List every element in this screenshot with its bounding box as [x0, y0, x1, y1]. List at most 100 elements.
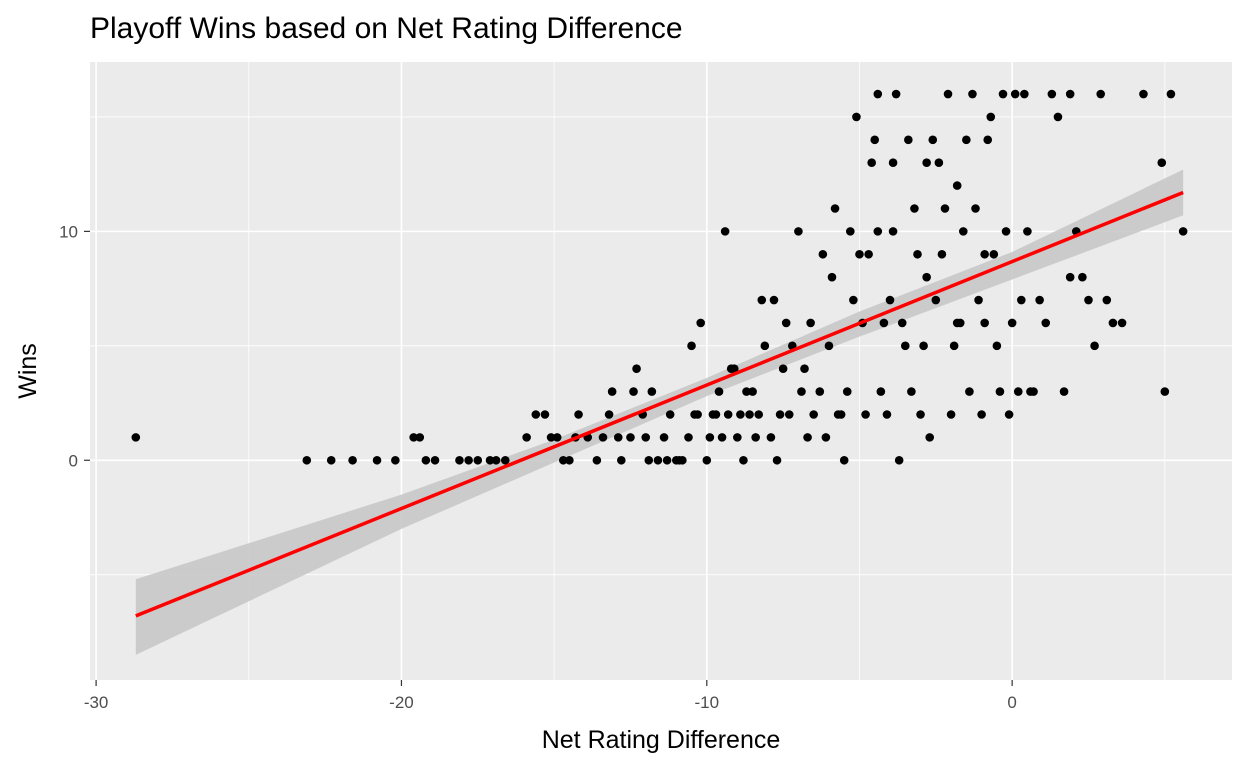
data-point — [821, 433, 831, 442]
data-point — [980, 249, 989, 259]
data-point — [641, 433, 651, 442]
regression-line — [135, 190, 1184, 618]
data-point — [613, 433, 623, 442]
data-point — [409, 433, 418, 442]
data-point — [1026, 387, 1035, 396]
data-point — [861, 410, 870, 419]
data-point — [1157, 158, 1167, 168]
data-point — [745, 410, 754, 419]
data-point — [876, 387, 886, 396]
data-point — [766, 433, 776, 442]
data-point — [962, 135, 971, 145]
data-point — [659, 433, 669, 442]
data-point — [965, 387, 974, 396]
data-point — [684, 433, 693, 442]
data-point — [558, 455, 568, 465]
data-point — [751, 433, 760, 442]
data-point — [907, 387, 916, 396]
data-point — [891, 89, 901, 99]
data-point — [665, 410, 675, 419]
data-point — [897, 318, 907, 328]
data-point — [757, 295, 767, 305]
data-point — [760, 341, 770, 351]
data-point — [430, 455, 440, 465]
data-point — [769, 295, 779, 305]
data-point — [846, 227, 855, 236]
data-point — [598, 433, 608, 442]
data-point — [849, 295, 858, 305]
x-tick-label: -10 — [695, 693, 720, 712]
data-point — [904, 135, 913, 145]
data-point — [894, 455, 904, 465]
data-point — [574, 410, 583, 419]
data-point — [391, 455, 400, 465]
x-tick-label: -30 — [84, 693, 109, 712]
data-point — [940, 204, 950, 213]
data-point — [1065, 272, 1075, 282]
data-point — [867, 158, 876, 168]
x-tick-label: 0 — [1007, 693, 1016, 712]
data-point — [348, 455, 357, 465]
data-point — [839, 455, 849, 465]
data-point — [794, 227, 803, 236]
data-point — [952, 318, 962, 328]
data-point — [1084, 295, 1093, 305]
data-point — [1078, 272, 1087, 282]
data-point — [943, 89, 953, 99]
data-point — [644, 455, 654, 465]
data-point — [1160, 387, 1170, 396]
data-point — [1013, 387, 1023, 396]
data-point — [784, 410, 794, 419]
data-point — [910, 204, 919, 213]
data-point — [913, 249, 922, 259]
data-point — [995, 387, 1005, 396]
data-point — [302, 455, 312, 465]
data-point — [736, 410, 745, 419]
data-point — [824, 341, 834, 351]
data-point — [778, 364, 788, 374]
data-point — [1166, 89, 1176, 99]
y-axis-title: Wins — [14, 343, 42, 399]
data-point — [1090, 341, 1099, 351]
data-point — [565, 455, 574, 465]
data-point — [873, 227, 883, 236]
data-point — [1139, 89, 1148, 99]
data-point — [629, 387, 638, 396]
data-point — [455, 455, 464, 465]
data-point — [1023, 227, 1032, 236]
data-point — [968, 89, 977, 99]
data-point — [864, 249, 873, 259]
data-point — [800, 364, 809, 374]
x-axis-title: Net Rating Difference — [542, 726, 781, 754]
data-point — [617, 455, 626, 465]
data-point — [952, 181, 962, 190]
data-point — [1020, 89, 1029, 99]
data-point — [491, 455, 501, 465]
data-point — [977, 410, 986, 419]
data-point — [922, 158, 931, 168]
data-point — [885, 295, 895, 305]
data-point — [934, 158, 944, 168]
data-point — [772, 455, 782, 465]
data-point — [855, 249, 864, 259]
data-point — [983, 135, 993, 145]
data-point — [818, 249, 828, 259]
data-point — [949, 341, 959, 351]
data-point — [739, 455, 748, 465]
data-point — [748, 387, 757, 396]
data-point — [607, 387, 617, 396]
data-point — [830, 204, 840, 213]
data-point — [473, 455, 483, 465]
data-point — [873, 89, 883, 99]
y-axis-ticks: 0 10 — [59, 222, 90, 470]
data-point — [1053, 112, 1063, 122]
data-point — [742, 387, 751, 396]
data-point — [1096, 89, 1106, 99]
data-point — [1007, 318, 1017, 328]
data-point — [632, 364, 641, 374]
data-point — [815, 387, 825, 396]
data-point — [723, 410, 733, 419]
data-point — [711, 410, 721, 419]
data-point — [552, 433, 562, 442]
